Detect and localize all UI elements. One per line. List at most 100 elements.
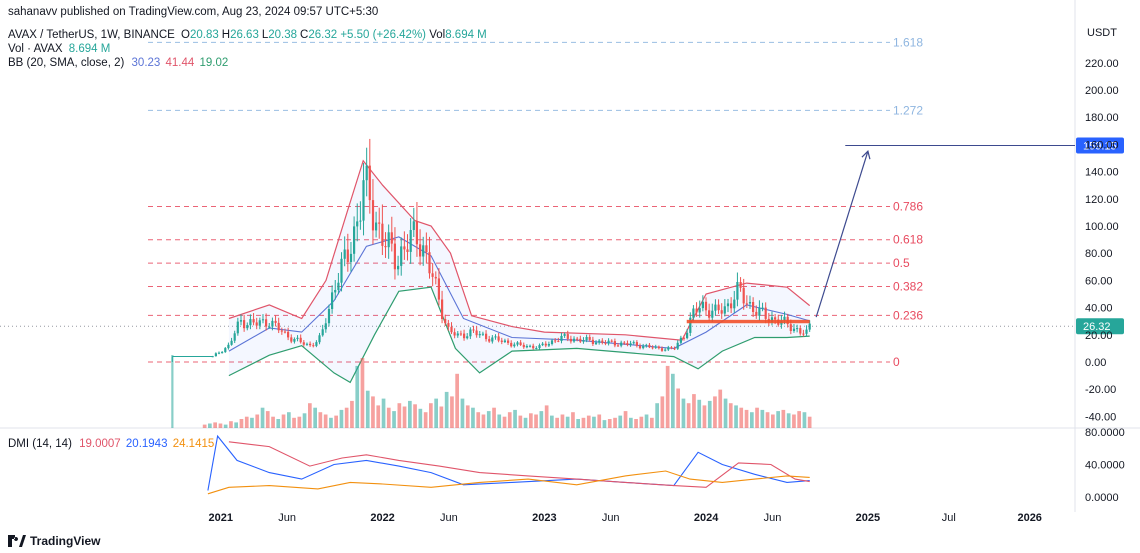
candle-body [453, 332, 456, 336]
volume-bar [287, 412, 291, 428]
volume-bar [408, 400, 412, 428]
volume-bar [223, 424, 228, 428]
candle-body [629, 343, 632, 345]
volume-bar [265, 411, 270, 428]
candle-body [695, 308, 698, 313]
candle-body [214, 353, 217, 357]
candle-body [591, 339, 594, 344]
candle-body [290, 337, 293, 342]
bb-upper-line [228, 159, 811, 341]
candle-body [356, 221, 359, 227]
candle-body [447, 323, 450, 327]
candle-body [425, 245, 428, 253]
volume-bar [492, 407, 496, 428]
ohlc-h: H26.63 [221, 29, 259, 41]
adx-line [207, 470, 810, 495]
candle-body [415, 221, 418, 245]
price-axis-tick: 180.00 [1085, 112, 1119, 124]
tradingview-brand[interactable]: TradingView [8, 534, 100, 548]
candle-body [400, 246, 403, 266]
candle-body [494, 336, 497, 338]
candle-body [246, 325, 249, 329]
time-axis-tick: 2023 [532, 512, 556, 524]
candle-body [648, 344, 651, 348]
volume-bar [292, 417, 296, 428]
bb-label[interactable]: BB (20, SMA, close, 2) [8, 57, 125, 69]
candle-body [598, 340, 601, 343]
symbol-name[interactable]: AVAX / TetherUS, 1W, BINANCE [8, 29, 175, 41]
volume-bar [471, 407, 475, 428]
candle-body [717, 304, 720, 311]
candle-body [381, 223, 384, 246]
candle-body [723, 306, 726, 314]
volume-bar [750, 412, 754, 428]
candle-body [393, 243, 396, 270]
candle-body [557, 340, 560, 342]
projection-arrow [815, 151, 869, 318]
dmi-label[interactable]: DMI (14, 14) [8, 438, 72, 450]
candle-body [522, 344, 525, 348]
candle-body [221, 352, 224, 354]
volume-bar [539, 411, 544, 428]
candle-body [437, 278, 440, 300]
volume-bar [755, 407, 759, 428]
candle-body [230, 340, 233, 345]
volume-bar [723, 398, 728, 428]
candle-body [353, 226, 356, 254]
candle-body [610, 340, 613, 342]
candle-body [422, 245, 425, 257]
candle-body [277, 322, 280, 331]
candle-body [764, 307, 767, 319]
volume-bar [297, 416, 302, 428]
candle-body [594, 342, 598, 345]
volume-bar [613, 417, 617, 428]
candle-body [686, 332, 689, 339]
candle-body [243, 320, 246, 329]
price-axis-tick: -20.00 [1085, 384, 1116, 396]
price-axis-tick: 20.00 [1085, 330, 1113, 342]
tradingview-logo-icon [8, 535, 26, 547]
candle-body [375, 222, 378, 231]
candle-body [516, 342, 519, 345]
candle-body [792, 328, 796, 331]
candle-body [550, 340, 554, 344]
volume-bar [560, 414, 565, 428]
candle-body [626, 343, 629, 345]
time-axis-tick: 2022 [370, 512, 394, 524]
candle-body [293, 339, 296, 342]
volume-bar [339, 409, 344, 428]
candle-body [280, 330, 283, 332]
candle-body [224, 348, 227, 353]
candle-body [387, 232, 390, 248]
candle-body [463, 333, 466, 339]
candle-body [720, 310, 723, 314]
candle-body [321, 329, 324, 336]
volume-bar [781, 409, 786, 428]
price-axis-tick: 80.00 [1085, 248, 1113, 260]
volume-bar [592, 416, 596, 428]
candle-body [711, 310, 714, 318]
volume-bar [239, 419, 244, 428]
price-axis-tick: 0.00 [1085, 357, 1106, 369]
candle-body [576, 338, 579, 340]
ohlc-o: O20.83 [181, 29, 219, 41]
volume-bar [650, 417, 654, 428]
volume-legend: Vol · AVAX 8.694 M [8, 43, 110, 55]
candle-body [528, 345, 532, 347]
candle-body [456, 333, 459, 336]
volume-bar [455, 373, 459, 428]
volume-bar [697, 399, 702, 428]
volume-bar [208, 423, 212, 428]
candle-body [547, 344, 550, 346]
time-axis-tick: 2026 [1017, 512, 1041, 524]
volume-bar [397, 403, 402, 428]
candle-body [497, 336, 500, 341]
volume-label[interactable]: Vol · AVAX [8, 43, 63, 55]
candle-body [805, 329, 808, 334]
candle-body [607, 340, 610, 344]
volume-bar [392, 411, 396, 428]
volume-bar [465, 405, 470, 428]
volume-bar [334, 415, 338, 428]
candle-body [673, 348, 676, 350]
